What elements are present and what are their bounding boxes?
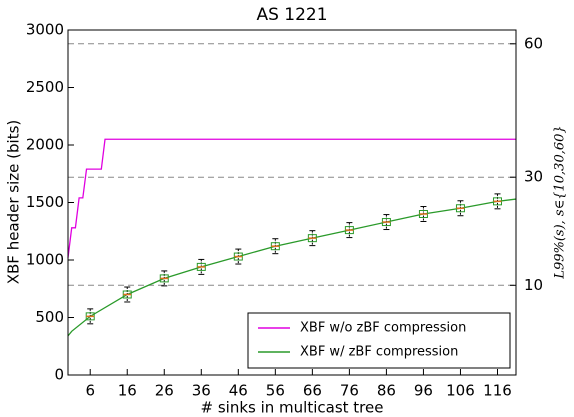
x-tick-label: 116 [483,382,512,400]
y2-tick-label: 10 [524,276,543,294]
x-tick-label: 16 [118,382,137,400]
legend-label: XBF w/o zBF compression [300,321,466,336]
x-tick-label: 26 [155,382,174,400]
x-tick-label: 46 [229,382,248,400]
y2-tick-label: 60 [524,34,543,52]
y2-tick-label: 30 [524,168,543,186]
y-tick-label: 1500 [26,193,64,211]
x-tick-label: 76 [340,382,359,400]
y-tick-label: 2500 [26,78,64,96]
x-tick-label: 106 [446,382,475,400]
series-line [67,138,516,258]
y-tick-label: 0 [54,366,64,384]
x-tick-label: 56 [266,382,285,400]
x-tick-label: 66 [303,382,322,400]
plot-frame [67,29,517,376]
x-tick-label: 86 [377,382,396,400]
y-axis-label: XBF header size (bits) [5,120,23,285]
y-tick-label: 2000 [26,136,64,154]
chart-title: AS 1221 [256,5,327,25]
y-tick-label: 500 [35,308,64,326]
x-axis-label: # sinks in multicast tree [201,399,384,417]
y2-axis-label: L99%(s), s∈{10,30,60} [553,125,568,279]
legend-box [247,312,511,369]
x-tick-label: 6 [85,382,95,400]
x-tick-label: 96 [414,382,433,400]
x-tick-label: 36 [192,382,211,400]
y-tick-label: 3000 [26,21,64,39]
legend-label: XBF w/ zBF compression [300,345,458,360]
y-tick-label: 1000 [26,251,64,269]
